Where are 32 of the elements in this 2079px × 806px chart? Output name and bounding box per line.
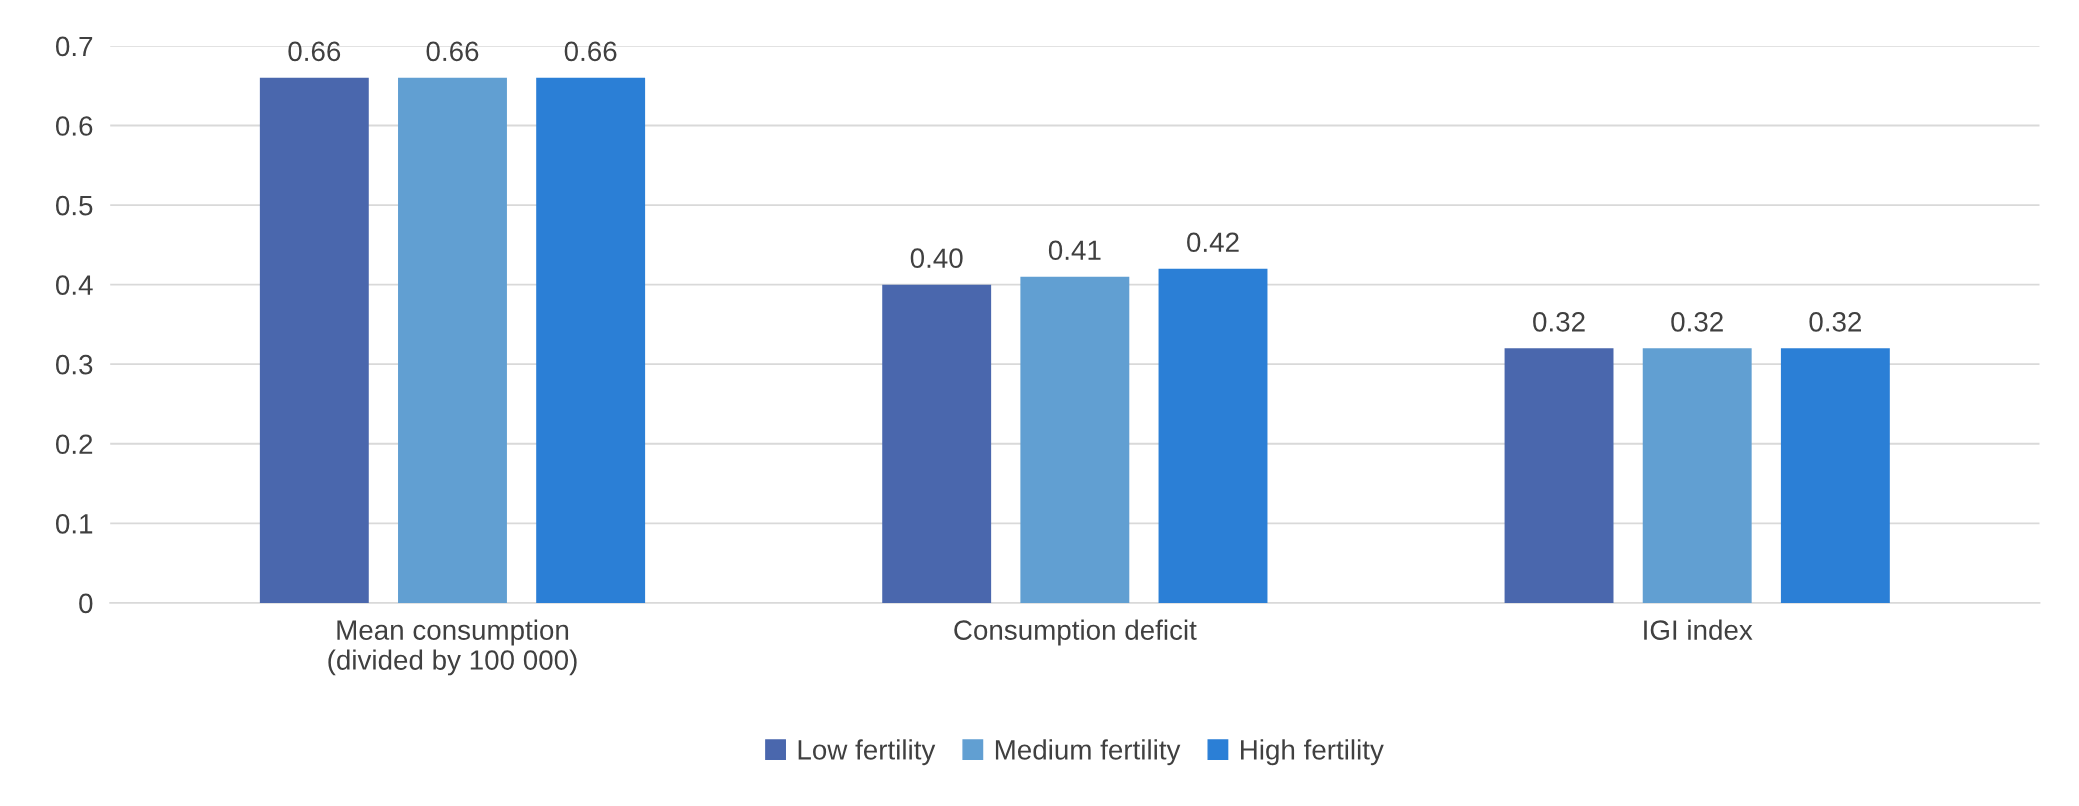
- y-tick-label: 0.2: [55, 434, 93, 455]
- data-label: 0.42: [1187, 232, 1239, 253]
- legend-label: High fertility: [1241, 739, 1384, 766]
- bar: [882, 284, 992, 603]
- bar: [1780, 348, 1890, 603]
- bar: [536, 77, 646, 603]
- data-label: 0.66: [426, 41, 479, 62]
- data-label: 0.66: [288, 41, 341, 62]
- y-tick-label: 0.7: [55, 36, 93, 57]
- x-tick-label: Mean consumption (divided by 100 000): [328, 619, 577, 676]
- bar: [1642, 348, 1752, 603]
- bar: [1158, 268, 1268, 603]
- bar: [1020, 276, 1130, 603]
- y-tick-label: 0.5: [55, 195, 93, 216]
- legend-label: Medium fertility: [995, 739, 1181, 766]
- legend-label: Low fertility: [798, 739, 936, 766]
- data-label: 0.41: [1048, 240, 1101, 261]
- x-tick-label: IGI index: [1644, 619, 1753, 640]
- y-tick-label: 0.6: [55, 116, 93, 136]
- y-tick-label: 0.3: [55, 354, 93, 375]
- y-tick-label: 0.1: [55, 513, 93, 534]
- data-label: 0.32: [1533, 312, 1585, 332]
- x-tick-label: Consumption deficit: [954, 619, 1197, 646]
- data-label: 0.66: [564, 41, 617, 62]
- data-label: 0.32: [1671, 312, 1723, 332]
- y-tick-label: 0: [79, 593, 93, 614]
- bar: [259, 77, 369, 603]
- y-tick-label: 0.4: [55, 275, 93, 295]
- bar: [398, 77, 507, 603]
- data-label: 0.40: [910, 248, 963, 269]
- data-label: 0.32: [1809, 312, 1862, 332]
- bar: [1504, 348, 1614, 603]
